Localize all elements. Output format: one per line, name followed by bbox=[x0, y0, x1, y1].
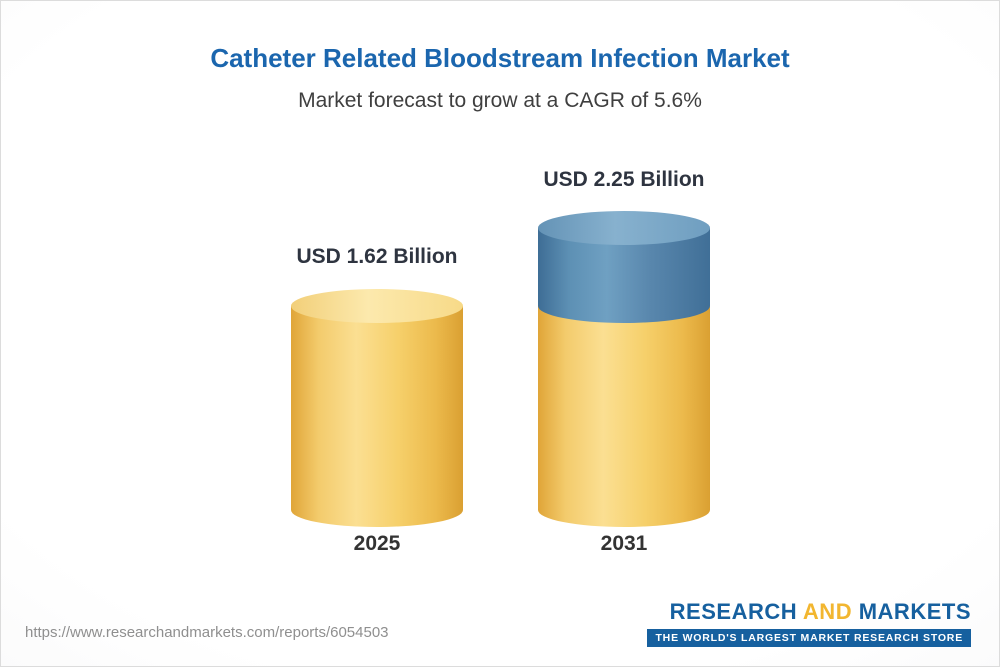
bar-2031-cylinder bbox=[538, 211, 710, 527]
report-url: https://www.researchandmarkets.com/repor… bbox=[25, 624, 389, 641]
logo-word-research: RESEARCH bbox=[669, 599, 798, 624]
logo-word-markets: MARKETS bbox=[858, 599, 971, 624]
x-axis-label-2025: 2025 bbox=[353, 532, 401, 555]
chart-title: Catheter Related Bloodstream Infection M… bbox=[210, 43, 790, 73]
bar-2025-top-ellipse bbox=[291, 289, 463, 323]
chart-subtitle: Market forecast to grow at a CAGR of 5.6… bbox=[298, 89, 702, 112]
value-label-2031: USD 2.25 Billion bbox=[543, 168, 705, 191]
x-axis-label-2031: 2031 bbox=[600, 532, 648, 555]
bar-2025-body bbox=[291, 306, 463, 527]
logo-tagline: THE WORLD'S LARGEST MARKET RESEARCH STOR… bbox=[647, 629, 971, 647]
bar-2025-cylinder bbox=[291, 289, 463, 527]
bar-2031-top-ellipse bbox=[538, 211, 710, 245]
value-label-2025: USD 1.62 Billion bbox=[296, 245, 458, 268]
logo-word-and: AND bbox=[802, 599, 853, 624]
logo-wordmark: RESEARCH AND MARKETS bbox=[647, 599, 971, 625]
bar-2031-base-segment bbox=[538, 306, 710, 527]
research-and-markets-logo: RESEARCH AND MARKETS THE WORLD'S LARGEST… bbox=[647, 599, 971, 647]
